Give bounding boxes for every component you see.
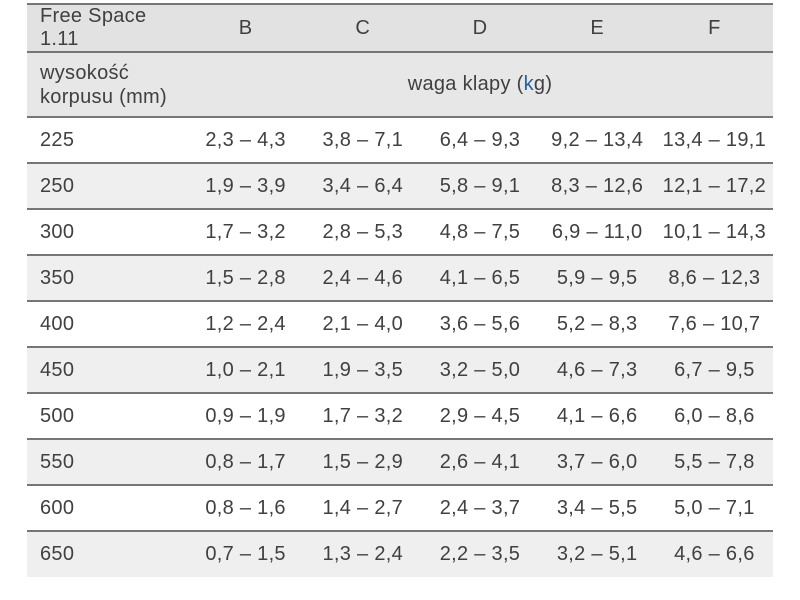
table-row: 500 0,9 – 1,9 1,7 – 3,2 2,9 – 4,5 4,1 – … [27, 393, 773, 440]
table-cell: 4,1 – 6,6 [538, 393, 656, 440]
table-cell: 2,3 – 4,3 [187, 117, 305, 164]
table-cell: 3,2 – 5,1 [538, 531, 656, 577]
table-cell: 13,4 – 19,1 [655, 117, 773, 164]
row-axis-label-line1: wysokość [40, 61, 130, 84]
col-header-b: B [187, 4, 305, 53]
table-cell: 2,1 – 4,0 [304, 301, 422, 348]
table-cell: 0,8 – 1,6 [187, 485, 305, 532]
table-cell: 9,2 – 13,4 [538, 117, 656, 164]
table-row: 450 1,0 – 2,1 1,9 – 3,5 3,2 – 5,0 4,6 – … [27, 347, 773, 394]
table-cell: 6,0 – 8,6 [655, 393, 773, 440]
table-cell: 6,7 – 9,5 [655, 347, 773, 394]
table-cell: 5,8 – 9,1 [421, 163, 539, 210]
row-height-cell: 550 [27, 439, 187, 486]
table-cell: 2,4 – 3,7 [421, 485, 539, 532]
table-cell: 1,3 – 2,4 [304, 531, 422, 577]
table-cell: 1,5 – 2,9 [304, 439, 422, 486]
col-header-d: D [421, 4, 539, 53]
table-cell: 0,7 – 1,5 [187, 531, 305, 577]
table-cell: 1,7 – 3,2 [187, 209, 305, 256]
row-height-cell: 350 [27, 255, 187, 302]
table-cell: 7,6 – 10,7 [655, 301, 773, 348]
table-cell: 3,8 – 7,1 [304, 117, 422, 164]
row-height-cell: 450 [27, 347, 187, 394]
table-row: 600 0,8 – 1,6 1,4 – 2,7 2,4 – 3,7 3,4 – … [27, 485, 773, 532]
table-cell: 1,5 – 2,8 [187, 255, 305, 302]
row-axis-label-line2: korpusu (mm) [40, 85, 167, 108]
col-header-e: E [538, 4, 656, 53]
table-cell: 3,2 – 5,0 [421, 347, 539, 394]
span-header-waga-klapy: waga klapy (kg) [187, 52, 773, 118]
row-height-cell: 500 [27, 393, 187, 440]
span-header-prefix: waga klapy ( [407, 73, 524, 95]
table-cell: 8,6 – 12,3 [655, 255, 773, 302]
table-cell: 4,1 – 6,5 [421, 255, 539, 302]
table-cell: 1,9 – 3,5 [304, 347, 422, 394]
table-cell: 4,6 – 7,3 [538, 347, 656, 394]
row-axis-label: wysokość korpusu (mm) [27, 52, 187, 118]
table-row: 650 0,7 – 1,5 1,3 – 2,4 2,2 – 3,5 3,2 – … [27, 531, 773, 577]
table-cell: 0,9 – 1,9 [187, 393, 305, 440]
table-row: 225 2,3 – 4,3 3,8 – 7,1 6,4 – 9,3 9,2 – … [27, 117, 773, 164]
subheader-row: wysokość korpusu (mm) waga klapy (kg) [27, 52, 773, 118]
table-cell: 4,8 – 7,5 [421, 209, 539, 256]
col-header-f: F [655, 4, 773, 53]
table-cell: 3,4 – 5,5 [538, 485, 656, 532]
header-row: Free Space 1.11 B C D E F [27, 4, 773, 53]
row-height-cell: 400 [27, 301, 187, 348]
table-cell: 3,4 – 6,4 [304, 163, 422, 210]
table-cell: 2,8 – 5,3 [304, 209, 422, 256]
table-cell: 5,9 – 9,5 [538, 255, 656, 302]
table-cell: 2,2 – 3,5 [421, 531, 539, 577]
kg-highlight: k [523, 73, 534, 95]
table-cell: 2,9 – 4,5 [421, 393, 539, 440]
table-cell: 5,0 – 7,1 [655, 485, 773, 532]
table-cell: 1,2 – 2,4 [187, 301, 305, 348]
table-cell: 0,8 – 1,7 [187, 439, 305, 486]
table-cell: 4,6 – 6,6 [655, 531, 773, 577]
table-cell: 8,3 – 12,6 [538, 163, 656, 210]
row-height-cell: 250 [27, 163, 187, 210]
table-cell: 1,9 – 3,9 [187, 163, 305, 210]
table-cell: 6,4 – 9,3 [421, 117, 539, 164]
table-row: 350 1,5 – 2,8 2,4 – 4,6 4,1 – 6,5 5,9 – … [27, 255, 773, 302]
table-row: 400 1,2 – 2,4 2,1 – 4,0 3,6 – 5,6 5,2 – … [27, 301, 773, 348]
table-cell: 5,5 – 7,8 [655, 439, 773, 486]
table-cell: 1,4 – 2,7 [304, 485, 422, 532]
row-height-cell: 600 [27, 485, 187, 532]
row-height-cell: 650 [27, 531, 187, 577]
table-cell: 1,0 – 2,1 [187, 347, 305, 394]
table-cell: 5,2 – 8,3 [538, 301, 656, 348]
row-height-cell: 225 [27, 117, 187, 164]
row-height-cell: 300 [27, 209, 187, 256]
span-header-suffix: g) [533, 73, 553, 95]
table-cell: 12,1 – 17,2 [655, 163, 773, 210]
col-header-c: C [304, 4, 422, 53]
table-cell: 6,9 – 11,0 [538, 209, 656, 256]
table-row: 550 0,8 – 1,7 1,5 – 2,9 2,6 – 4,1 3,7 – … [27, 439, 773, 486]
table-cell: 1,7 – 3,2 [304, 393, 422, 440]
table-row: 250 1,9 – 3,9 3,4 – 6,4 5,8 – 9,1 8,3 – … [27, 163, 773, 210]
free-space-weight-table: Free Space 1.11 B C D E F wysokość korpu… [27, 3, 773, 577]
table-title: Free Space 1.11 [27, 4, 187, 53]
table-cell: 3,6 – 5,6 [421, 301, 539, 348]
table-cell: 10,1 – 14,3 [655, 209, 773, 256]
table-cell: 3,7 – 6,0 [538, 439, 656, 486]
table-cell: 2,6 – 4,1 [421, 439, 539, 486]
table-cell: 2,4 – 4,6 [304, 255, 422, 302]
table-row: 300 1,7 – 3,2 2,8 – 5,3 4,8 – 7,5 6,9 – … [27, 209, 773, 256]
